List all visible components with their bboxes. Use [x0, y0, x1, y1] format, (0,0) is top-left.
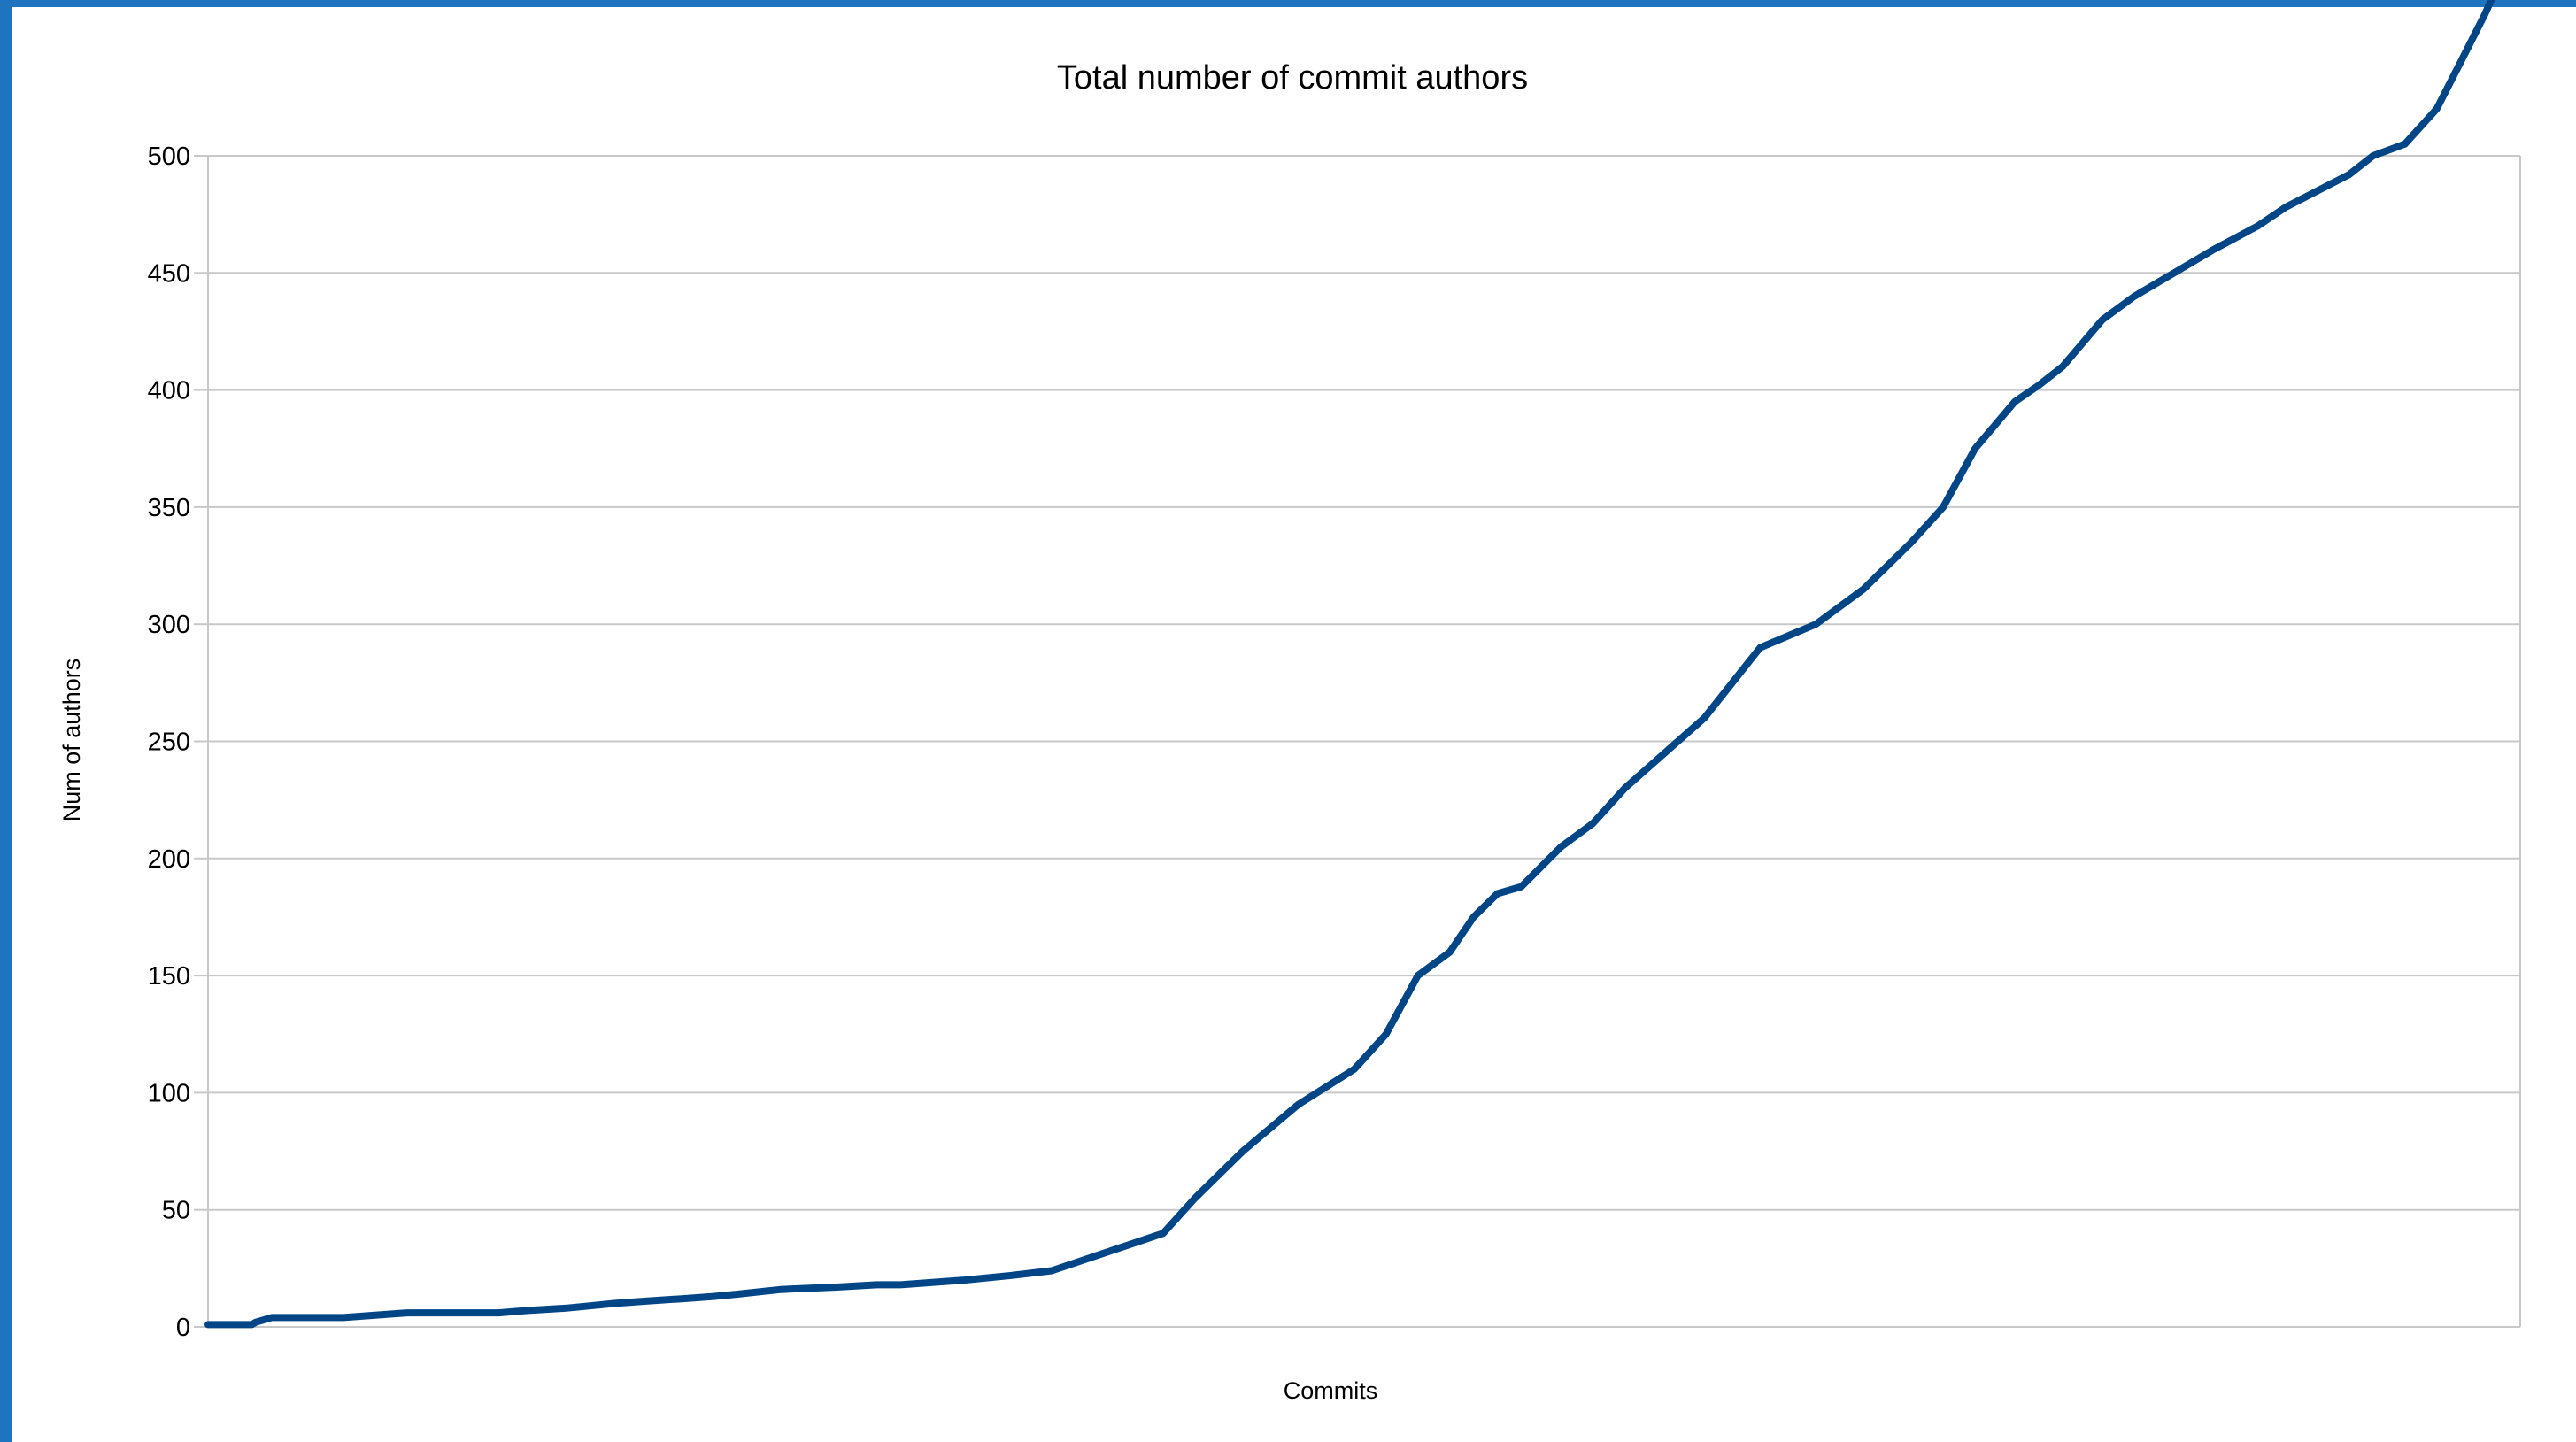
y-tick-label: 300: [148, 611, 190, 639]
slide-background: [12, 7, 2576, 1442]
y-tick-label: 150: [148, 962, 190, 991]
y-tick-label: 50: [162, 1197, 190, 1225]
y-tick-label: 200: [148, 845, 190, 874]
y-tick-label: 100: [148, 1079, 190, 1107]
y-tick-label: 250: [148, 729, 190, 757]
y-axis-ticks: 0 50 100 150 200 250 300 350 400 450 500: [148, 143, 208, 1342]
y-tick-label: 450: [148, 259, 190, 288]
chart-title: Total number of commit authors: [1057, 59, 1528, 96]
y-axis-label: Num of authors: [58, 659, 85, 822]
y-tick-label: 350: [148, 494, 190, 522]
y-tick-label: 400: [148, 377, 190, 405]
gridlines: [207, 155, 2521, 1328]
y-tick-label: 0: [176, 1314, 190, 1342]
series-layer: [204, 0, 2495, 1329]
series-line-0: [204, 0, 2495, 1329]
y-tick-label: 500: [148, 143, 190, 171]
x-axis-label: Commits: [1284, 1377, 1378, 1404]
